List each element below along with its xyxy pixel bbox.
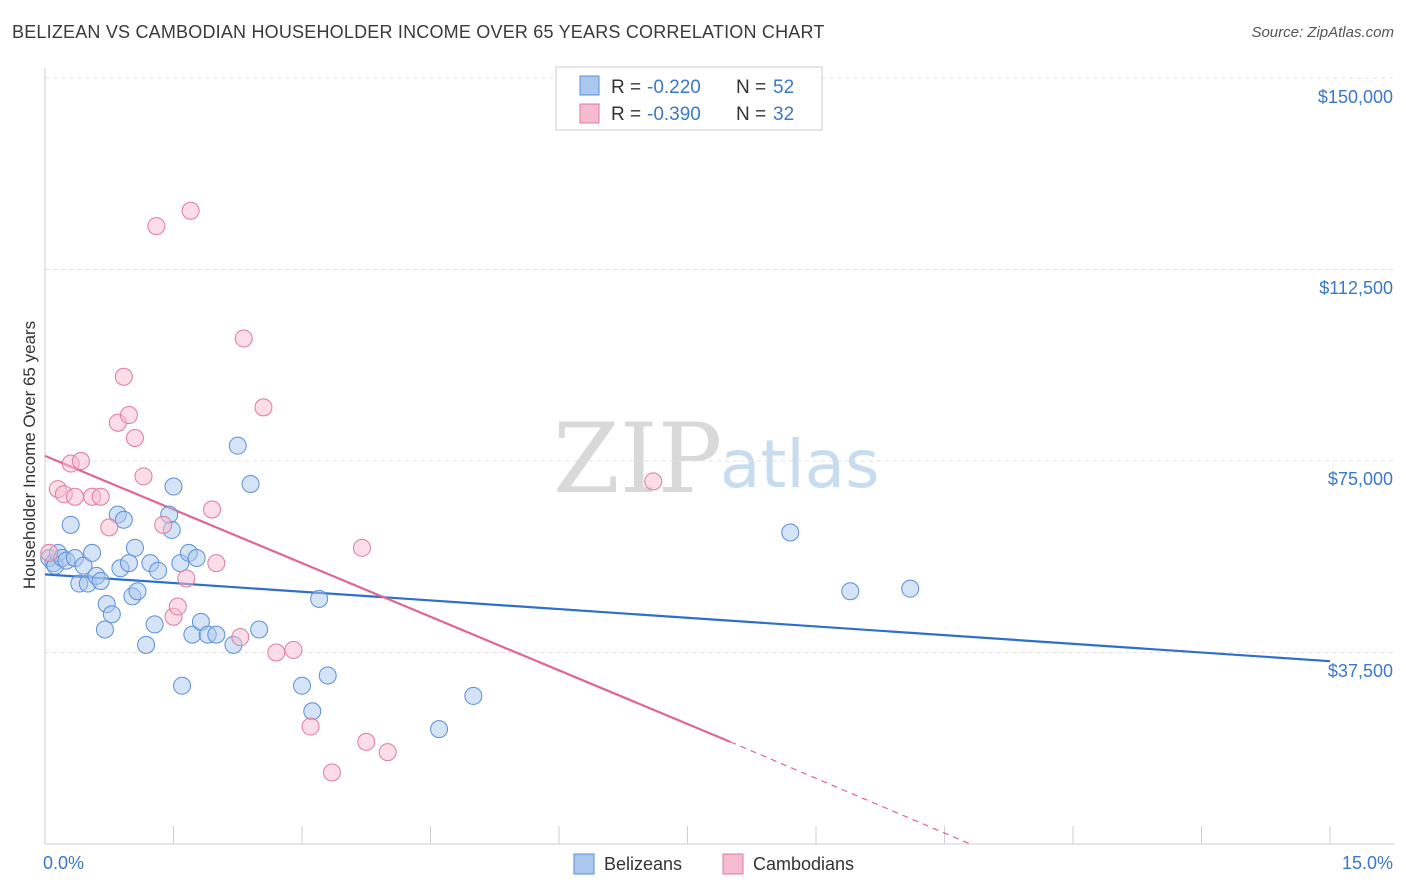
trend-line-belizeans <box>44 573 1331 663</box>
point-cambodians-10 <box>114 367 133 386</box>
point-belizeans-44 <box>303 702 322 721</box>
trend-lines <box>44 454 1331 845</box>
point-cambodians-15 <box>154 515 173 534</box>
point-belizeans-16 <box>102 605 121 624</box>
watermark-atlas: atlas <box>720 426 880 503</box>
point-belizeans-45 <box>310 589 329 608</box>
point-belizeans-24 <box>137 635 156 654</box>
chart-title: BELIZEAN VS CAMBODIAN HOUSEHOLDER INCOME… <box>12 22 825 42</box>
point-cambodians-14 <box>147 217 166 236</box>
point-cambodians-28 <box>322 763 341 782</box>
point-cambodians-26 <box>284 640 303 659</box>
y-tick-label-112500: $112,500 <box>1319 278 1393 298</box>
point-belizeans-43 <box>293 676 311 695</box>
legend-r-label-2: R = <box>611 104 641 125</box>
point-cambodians-7 <box>91 487 110 506</box>
point-cambodians-27 <box>301 717 320 736</box>
bottom-legend: Belizeans Cambodians <box>573 853 854 875</box>
legend-swatch-belizeans <box>579 75 600 96</box>
legend-n-label-2: N = <box>736 104 766 125</box>
legend-r-value-2: -0.390 <box>647 104 701 125</box>
chart-source: Source: ZipAtlas.com <box>1251 24 1394 41</box>
bottom-legend-label-cambodians: Cambodians <box>753 854 854 874</box>
point-cambodians-30 <box>357 732 376 751</box>
point-belizeans-20 <box>119 554 138 573</box>
point-belizeans-32 <box>173 676 192 695</box>
y-tick-label-150000: $150,000 <box>1318 87 1393 107</box>
point-cambodians-24 <box>254 398 273 417</box>
legend-n-label-1: N = <box>736 77 766 98</box>
trend-line-cambodians <box>44 454 731 743</box>
point-cambodians-19 <box>181 201 200 220</box>
point-cambodians-25 <box>267 643 286 662</box>
point-belizeans-49 <box>781 523 800 542</box>
x-tick-label-min: 0.0% <box>43 853 84 873</box>
point-belizeans-14 <box>95 620 114 639</box>
bottom-legend-swatch-cambodians <box>722 853 744 875</box>
point-belizeans-23 <box>128 582 147 601</box>
point-belizeans-38 <box>207 625 226 644</box>
grid <box>45 77 1395 653</box>
y-tick-label-37500: $37,500 <box>1328 661 1393 681</box>
point-belizeans-6 <box>61 515 80 534</box>
axes <box>44 68 1395 845</box>
point-cambodians-13 <box>134 467 153 486</box>
legend-r-value-1: -0.220 <box>647 77 701 98</box>
point-belizeans-48 <box>464 686 483 705</box>
point-belizeans-27 <box>149 561 168 580</box>
point-cambodians-32 <box>644 472 663 491</box>
point-belizeans-51 <box>901 579 920 598</box>
point-cambodians-8 <box>100 518 119 537</box>
point-cambodians-4 <box>65 487 84 506</box>
legend-swatch-cambodians <box>579 103 600 124</box>
legend-n-value-1: 52 <box>773 77 794 98</box>
point-cambodians-29 <box>352 538 371 557</box>
trend-extension-cambodians <box>730 741 971 845</box>
point-belizeans-47 <box>430 720 449 739</box>
point-belizeans-35 <box>187 549 206 568</box>
point-cambodians-5 <box>71 452 90 470</box>
point-belizeans-30 <box>164 477 183 496</box>
point-cambodians-17 <box>168 597 187 616</box>
point-cambodians-0 <box>40 543 59 562</box>
point-belizeans-26 <box>145 615 164 634</box>
point-belizeans-13 <box>91 572 110 591</box>
point-belizeans-22 <box>125 538 144 557</box>
point-belizeans-41 <box>241 474 260 493</box>
x-tick-label-max: 15.0% <box>1342 853 1393 873</box>
point-belizeans-42 <box>250 620 269 639</box>
point-cambodians-18 <box>177 569 196 588</box>
point-cambodians-23 <box>234 329 253 348</box>
legend-box <box>555 66 823 131</box>
point-belizeans-40 <box>228 436 247 455</box>
legend-n-value-2: 32 <box>773 104 794 125</box>
point-cambodians-11 <box>119 406 138 425</box>
legend-r-label-1: R = <box>611 77 641 98</box>
point-belizeans-11 <box>83 543 102 562</box>
point-cambodians-31 <box>378 743 397 762</box>
point-cambodians-20 <box>203 500 222 519</box>
point-cambodians-21 <box>207 554 226 573</box>
point-belizeans-9 <box>74 556 93 575</box>
watermark-zip: ZIP <box>553 403 722 515</box>
point-belizeans-46 <box>318 666 337 685</box>
point-cambodians-12 <box>125 429 144 448</box>
point-belizeans-50 <box>841 582 860 601</box>
point-cambodians-22 <box>231 628 250 647</box>
data-points <box>40 201 920 782</box>
bottom-legend-label-belizeans: Belizeans <box>604 854 682 874</box>
bottom-legend-swatch-belizeans <box>573 853 595 875</box>
y-axis-label: Householder Income Over 65 years <box>20 321 39 589</box>
y-tick-label-75000: $75,000 <box>1328 469 1393 489</box>
legend: R = -0.220 N = 52 R = -0.390 N = 32 <box>555 66 823 131</box>
point-belizeans-19 <box>114 510 133 529</box>
